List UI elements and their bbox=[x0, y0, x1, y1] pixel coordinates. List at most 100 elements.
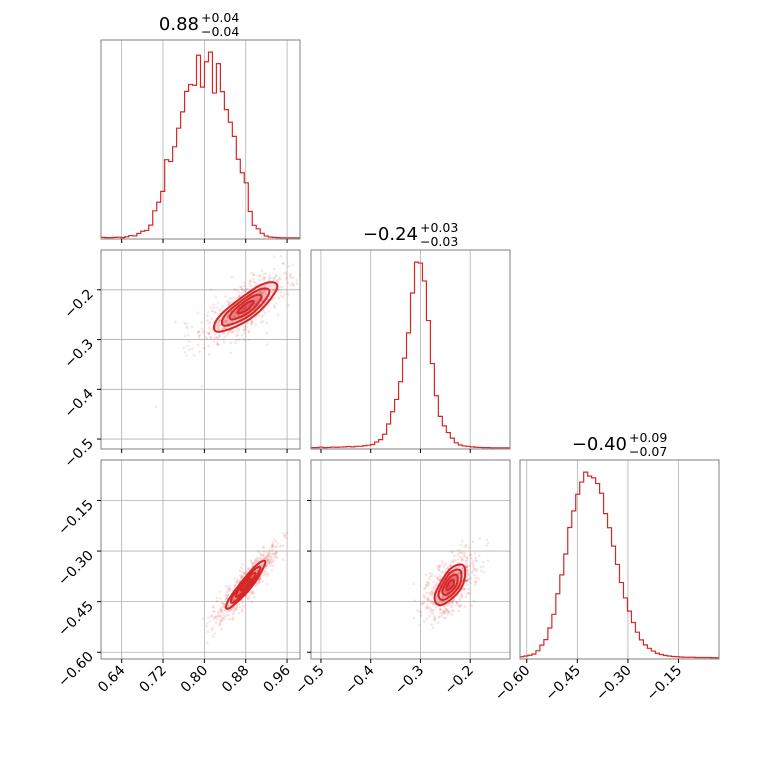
sample-point bbox=[243, 289, 247, 293]
sample-point bbox=[225, 320, 228, 323]
sample-point bbox=[295, 279, 299, 282]
sample-point bbox=[214, 335, 218, 339]
sample-point bbox=[452, 571, 456, 575]
sample-point bbox=[219, 618, 222, 622]
sample-point bbox=[200, 384, 204, 388]
sample-point bbox=[421, 601, 425, 605]
sample-point bbox=[212, 606, 215, 609]
sample-point bbox=[274, 550, 278, 554]
sample-point bbox=[262, 272, 265, 276]
sample-point bbox=[237, 328, 241, 332]
sample-point bbox=[216, 324, 219, 328]
sample-point bbox=[219, 597, 222, 600]
sample-point bbox=[216, 343, 219, 346]
sample-point bbox=[233, 287, 236, 291]
sample-point bbox=[270, 558, 274, 561]
sample-point bbox=[429, 592, 432, 595]
sample-point bbox=[470, 576, 473, 580]
sample-point bbox=[227, 313, 230, 316]
sample-point bbox=[435, 598, 439, 602]
sample-point bbox=[223, 327, 227, 330]
axes-frame bbox=[100, 459, 301, 660]
sample-point bbox=[232, 300, 235, 303]
title-param-2-sup: +0.09 bbox=[629, 430, 667, 445]
sample-point bbox=[422, 593, 425, 597]
sample-point bbox=[222, 326, 225, 330]
sample-point bbox=[425, 591, 428, 594]
sample-point bbox=[451, 609, 455, 612]
sample-point bbox=[260, 269, 264, 273]
sample-point bbox=[461, 568, 464, 571]
sample-point bbox=[429, 593, 433, 597]
sample-point bbox=[263, 290, 267, 294]
sample-point bbox=[238, 294, 241, 297]
sample-point bbox=[215, 618, 219, 621]
sample-point bbox=[455, 601, 459, 605]
sample-point bbox=[457, 571, 461, 574]
sample-point bbox=[451, 600, 454, 603]
sample-point bbox=[433, 617, 436, 621]
sample-point bbox=[257, 291, 261, 295]
sample-point bbox=[213, 337, 216, 340]
panel-joint-0-2: 0.64 0.72 0.80 0.88 0.96 −0.60 −0.45 −0.30 −0.15 bbox=[55, 459, 301, 696]
sample-point bbox=[207, 353, 211, 356]
sample-point bbox=[211, 605, 215, 608]
sample-point bbox=[227, 593, 230, 596]
sample-point bbox=[431, 586, 435, 589]
title-param-0: 0.88 bbox=[159, 14, 199, 35]
sample-point bbox=[460, 559, 464, 562]
sample-point bbox=[234, 608, 238, 612]
sample-point bbox=[445, 590, 449, 594]
sample-point bbox=[473, 568, 477, 571]
sample-point bbox=[196, 311, 200, 315]
histogram-line bbox=[311, 261, 510, 449]
sample-point bbox=[436, 621, 440, 624]
sample-point bbox=[458, 603, 461, 607]
sample-point bbox=[267, 303, 270, 307]
sample-point bbox=[475, 567, 478, 571]
sample-point bbox=[259, 554, 263, 557]
sample-point bbox=[263, 284, 266, 288]
sample-point bbox=[262, 556, 265, 559]
sample-point bbox=[276, 279, 279, 282]
contour-fill bbox=[446, 579, 454, 590]
sample-point bbox=[213, 310, 217, 314]
sample-point bbox=[443, 612, 446, 615]
sample-point bbox=[221, 617, 224, 621]
sample-point bbox=[466, 573, 469, 577]
sample-point bbox=[262, 278, 266, 282]
sample-point bbox=[283, 534, 286, 538]
sample-point bbox=[226, 316, 230, 319]
sample-point bbox=[248, 595, 251, 598]
sample-point bbox=[440, 601, 444, 604]
sample-point bbox=[217, 611, 220, 615]
sample-point bbox=[187, 333, 190, 337]
sample-point bbox=[212, 615, 216, 619]
sample-point bbox=[451, 602, 455, 606]
sample-point bbox=[266, 582, 269, 586]
sample-point bbox=[435, 582, 438, 585]
sample-point bbox=[267, 559, 271, 562]
sample-point bbox=[225, 591, 229, 594]
sample-point bbox=[439, 608, 442, 612]
sample-point bbox=[261, 320, 265, 323]
sample-point bbox=[225, 613, 229, 617]
sample-point bbox=[271, 541, 275, 544]
sample-point bbox=[451, 576, 455, 579]
sample-point bbox=[464, 543, 468, 547]
sample-point bbox=[275, 556, 279, 559]
sample-point bbox=[241, 288, 244, 291]
sample-point bbox=[247, 304, 251, 307]
sample-point bbox=[229, 301, 233, 304]
sample-point bbox=[256, 559, 260, 563]
sample-point bbox=[187, 340, 191, 344]
sample-point bbox=[259, 275, 262, 278]
sample-point bbox=[435, 597, 438, 601]
sample-point bbox=[439, 564, 442, 567]
sample-point bbox=[263, 556, 266, 560]
sample-point bbox=[241, 291, 244, 294]
sample-point bbox=[437, 600, 441, 603]
sample-point bbox=[465, 564, 468, 568]
sample-point bbox=[201, 331, 205, 335]
sample-point bbox=[232, 313, 235, 317]
